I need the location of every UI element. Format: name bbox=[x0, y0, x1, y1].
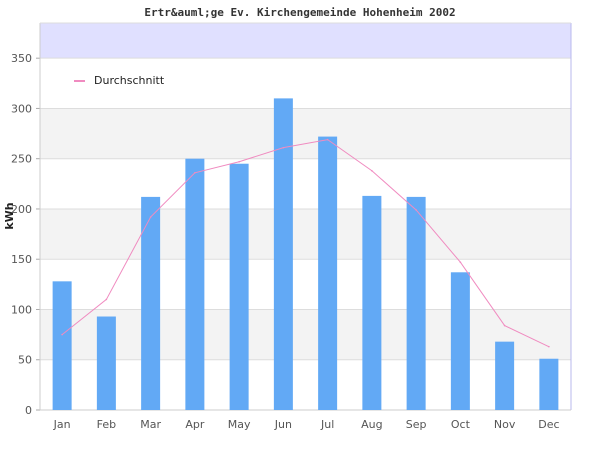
line-point bbox=[105, 298, 108, 301]
grid-band bbox=[40, 359, 571, 410]
y-tick-label: 100 bbox=[11, 303, 32, 316]
line-point bbox=[61, 333, 63, 336]
bar-apr bbox=[185, 158, 205, 410]
x-tick-label: Aug bbox=[361, 418, 382, 431]
x-tick-label: Jan bbox=[53, 418, 71, 431]
grid-band bbox=[40, 58, 571, 109]
line-point bbox=[548, 345, 550, 348]
y-tick-label: 150 bbox=[11, 253, 32, 266]
top-band bbox=[40, 23, 571, 59]
line-point bbox=[149, 216, 152, 218]
line-point bbox=[415, 209, 417, 211]
chart-title: Ertr&auml;ge Ev. Kirchengemeinde Hohenhe… bbox=[144, 6, 456, 19]
line-point bbox=[326, 138, 329, 141]
grid-band bbox=[40, 158, 571, 209]
x-tick-label: Feb bbox=[97, 418, 116, 431]
line-point bbox=[371, 169, 373, 172]
y-tick-label: 300 bbox=[11, 102, 32, 115]
bar-jul bbox=[318, 136, 338, 410]
grid-band bbox=[40, 259, 571, 310]
grid-band bbox=[40, 208, 571, 260]
legend-label: Durchschnitt bbox=[94, 74, 165, 87]
bar-feb bbox=[96, 316, 116, 410]
x-tick-label: Oct bbox=[451, 418, 471, 431]
x-tick-label: Dec bbox=[538, 418, 559, 431]
x-tick-label: Jun bbox=[274, 418, 292, 431]
bar-jun bbox=[273, 98, 293, 410]
grid-band bbox=[40, 309, 571, 360]
line-point bbox=[194, 171, 196, 174]
x-tick-label: Jul bbox=[320, 418, 334, 431]
line-durchschnitt bbox=[61, 139, 550, 348]
x-tick-label: Mar bbox=[140, 418, 161, 431]
bar-aug bbox=[362, 195, 382, 410]
x-tick-label: Apr bbox=[185, 418, 205, 431]
line-point bbox=[282, 146, 285, 149]
x-tick-label: Sep bbox=[406, 418, 427, 431]
bar-dec bbox=[539, 358, 559, 410]
grid-band bbox=[40, 108, 571, 159]
bar-sep bbox=[406, 196, 426, 410]
y-axis-label: kWh bbox=[3, 202, 16, 229]
bar-nov bbox=[495, 341, 515, 410]
y-tick-label: 250 bbox=[11, 153, 32, 166]
line-point bbox=[503, 324, 506, 327]
bar-jan bbox=[52, 281, 72, 410]
line-point bbox=[459, 261, 462, 264]
y-tick-label: 200 bbox=[11, 203, 32, 216]
x-tick-label: May bbox=[228, 418, 251, 431]
bar-mar bbox=[141, 196, 161, 410]
y-tick-label: 50 bbox=[18, 354, 32, 367]
bar-oct bbox=[450, 272, 470, 410]
x-tick-label: Nov bbox=[494, 418, 516, 431]
bar-may bbox=[229, 163, 249, 410]
y-tick-label: 350 bbox=[11, 52, 32, 65]
line-point bbox=[238, 160, 240, 163]
y-tick-label: 0 bbox=[25, 404, 32, 417]
